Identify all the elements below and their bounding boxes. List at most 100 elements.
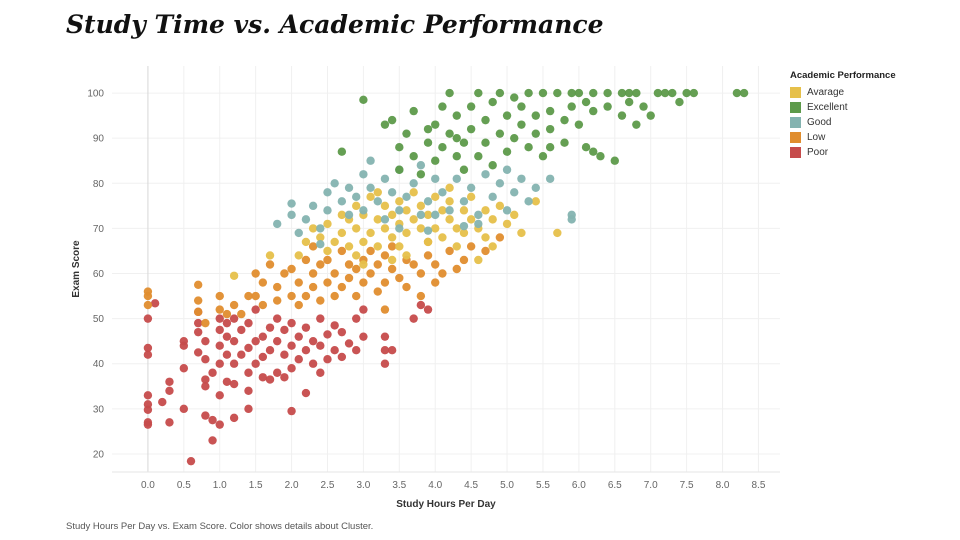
data-point <box>308 201 318 211</box>
data-point <box>416 210 426 220</box>
data-point <box>466 124 476 134</box>
data-point <box>524 197 533 206</box>
data-point <box>344 339 354 348</box>
data-point <box>258 352 268 362</box>
data-point <box>359 278 368 287</box>
data-point <box>459 255 469 265</box>
data-point <box>409 179 418 188</box>
data-point <box>229 359 239 368</box>
data-point <box>466 192 476 202</box>
data-point <box>344 210 354 220</box>
data-point <box>294 355 303 364</box>
data-point <box>337 197 347 206</box>
data-point <box>445 129 454 138</box>
data-point <box>215 305 224 314</box>
data-point <box>193 348 203 357</box>
data-point <box>423 226 433 235</box>
data-point <box>488 242 497 251</box>
x-tick-label: 3.0 <box>356 480 370 491</box>
data-point <box>624 88 634 98</box>
data-point <box>452 152 461 161</box>
data-point <box>495 201 505 211</box>
data-point <box>237 325 246 335</box>
data-point <box>431 224 440 233</box>
legend-item: Excellent <box>790 100 896 115</box>
data-point <box>215 391 224 400</box>
data-point <box>373 260 382 269</box>
data-point <box>639 102 648 111</box>
data-point <box>301 237 311 247</box>
data-point <box>366 269 375 278</box>
data-point <box>280 373 289 382</box>
data-point <box>366 192 375 202</box>
data-point <box>359 170 368 179</box>
y-axis-ticks: 20 30 40 50 60 70 80 90 100 <box>87 89 104 461</box>
data-point <box>438 143 447 152</box>
chart-title: Study Time vs. Academic Performance <box>66 10 604 39</box>
data-point <box>589 88 598 98</box>
data-point <box>352 251 361 260</box>
data-point <box>380 305 390 314</box>
data-point <box>380 278 390 287</box>
data-point <box>423 305 433 314</box>
data-point <box>251 269 260 278</box>
data-point <box>308 269 318 278</box>
data-point <box>308 224 318 233</box>
y-tick-label: 30 <box>93 404 105 415</box>
data-point <box>510 188 519 197</box>
data-point <box>617 88 627 98</box>
legend-swatch <box>790 102 801 113</box>
data-point <box>301 255 311 265</box>
y-tick-label: 20 <box>93 449 105 460</box>
data-point <box>488 97 497 107</box>
data-point <box>308 282 318 292</box>
data-point <box>208 436 217 445</box>
data-point <box>323 219 332 229</box>
data-point <box>301 291 311 301</box>
data-point <box>273 296 282 305</box>
data-point <box>308 336 318 346</box>
data-point <box>330 269 339 278</box>
data-point <box>387 255 397 265</box>
data-point <box>431 174 440 183</box>
data-point <box>610 156 619 165</box>
data-point <box>287 210 296 220</box>
data-point <box>222 309 232 319</box>
data-point <box>596 152 605 161</box>
series-low <box>143 233 505 328</box>
data-point <box>438 233 447 242</box>
data-point <box>445 246 454 256</box>
data-point <box>201 336 210 346</box>
data-point <box>330 321 339 330</box>
data-point <box>337 246 347 256</box>
data-point <box>143 391 153 400</box>
data-point <box>273 368 282 377</box>
legend-item: Low <box>790 130 896 145</box>
data-point <box>380 359 390 368</box>
x-axis-title: Study Hours Per Day <box>396 499 496 510</box>
x-tick-label: 6.0 <box>572 480 586 491</box>
data-point <box>488 192 497 202</box>
data-point <box>337 210 347 220</box>
data-point <box>668 88 677 98</box>
chart-caption: Study Hours Per Day vs. Exam Score. Colo… <box>66 521 374 532</box>
data-point <box>531 183 540 192</box>
data-point <box>244 343 253 353</box>
data-point <box>495 88 505 98</box>
data-point <box>380 224 390 233</box>
x-tick-label: 6.5 <box>608 480 622 491</box>
data-point <box>287 291 296 301</box>
data-point <box>567 88 576 98</box>
data-point <box>373 197 382 206</box>
data-point <box>675 97 684 107</box>
data-point <box>459 228 469 238</box>
series-good <box>273 156 576 249</box>
data-point <box>589 106 598 116</box>
x-tick-label: 7.0 <box>644 480 658 491</box>
data-point <box>632 120 641 129</box>
x-tick-label: 0.0 <box>141 480 155 491</box>
data-point <box>581 97 591 107</box>
data-point <box>481 206 490 215</box>
data-point <box>366 183 375 192</box>
y-tick-label: 70 <box>93 224 105 235</box>
